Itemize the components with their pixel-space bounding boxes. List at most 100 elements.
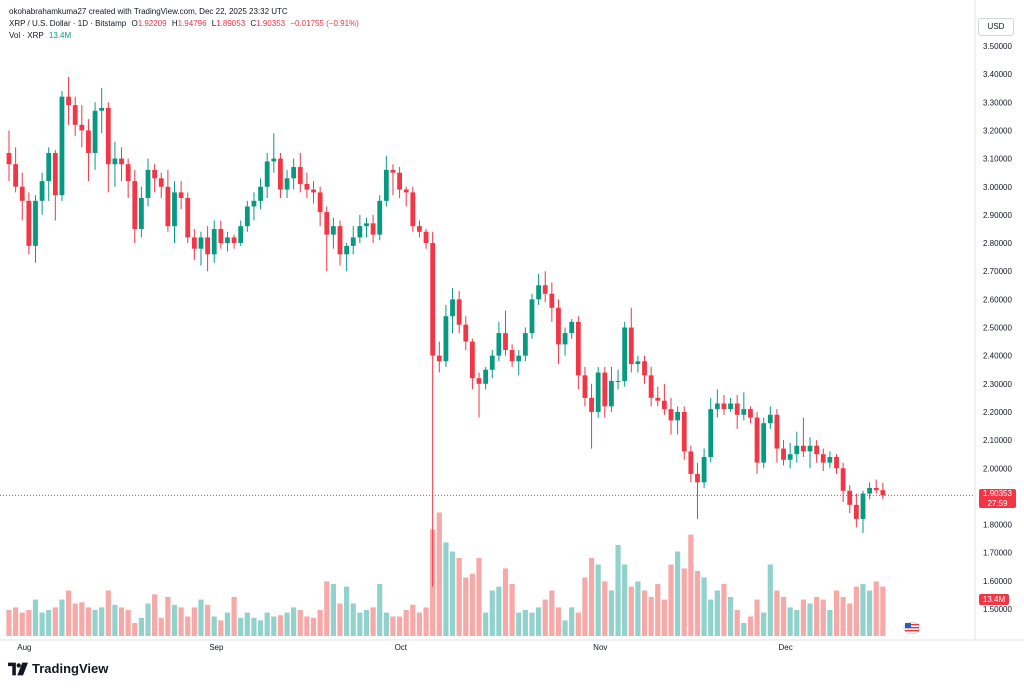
volume-bar	[575, 612, 581, 636]
candle	[238, 220, 244, 246]
candle	[589, 383, 594, 449]
candle	[774, 409, 780, 463]
volume-bar	[522, 610, 528, 636]
tradingview-logo[interactable]: TradingView	[8, 661, 108, 676]
candle-body	[827, 456, 833, 463]
candle	[708, 397, 714, 463]
candle-body	[132, 181, 138, 229]
time-axis[interactable]: Aug Sep Oct Nov Dec	[17, 643, 793, 652]
candle-body	[172, 192, 177, 227]
volume-bar	[324, 581, 330, 636]
candle-body	[119, 158, 124, 165]
candle	[26, 192, 32, 255]
candle	[787, 442, 793, 469]
x-tick-label: Sep	[209, 643, 224, 652]
candle	[99, 88, 105, 134]
volume-label[interactable]: Vol · XRP	[9, 31, 44, 40]
volume-bar	[761, 612, 767, 636]
candle	[205, 226, 210, 272]
candle-body	[761, 423, 767, 463]
candle-body	[377, 200, 383, 235]
candle	[827, 451, 833, 469]
volume-bar	[641, 590, 648, 636]
candle-body	[423, 231, 429, 244]
candle	[509, 344, 515, 367]
volume-bar	[105, 590, 111, 636]
candle	[867, 482, 872, 500]
candle	[483, 366, 489, 390]
price-axis[interactable]: 3.50000 3.40000 3.30000 3.20000 3.10000 3.000…	[983, 42, 1012, 614]
volume-bar	[370, 607, 376, 636]
candle	[661, 383, 667, 415]
candle-body	[191, 237, 197, 249]
volume-bar	[867, 590, 873, 636]
volume-bar	[608, 590, 615, 636]
currency-button[interactable]: USD	[978, 18, 1014, 36]
candle-body	[26, 200, 32, 246]
candle	[675, 406, 681, 435]
candle-body	[668, 409, 674, 421]
volume-bar	[860, 584, 866, 636]
candle-body	[615, 380, 621, 382]
volume-bar	[251, 617, 257, 636]
tradingview-logo-icon	[8, 662, 28, 675]
volume-bar	[291, 607, 297, 636]
volume-bar	[198, 599, 204, 636]
volume-bar	[59, 599, 65, 636]
candle	[476, 372, 482, 418]
candle-body	[152, 169, 158, 179]
candle	[344, 243, 350, 272]
volume-bar	[185, 616, 191, 636]
candle	[19, 172, 25, 221]
candle-body	[218, 228, 224, 244]
candle	[165, 169, 171, 232]
us-flag-icon	[903, 622, 921, 634]
candle	[681, 406, 687, 460]
candle	[430, 231, 436, 587]
candle-body	[509, 350, 515, 362]
volume-bar	[317, 610, 323, 636]
candle	[781, 440, 786, 466]
candle-body	[781, 448, 786, 460]
volume-bar	[257, 620, 264, 636]
volume-bar	[330, 584, 336, 636]
volume-bar	[132, 623, 138, 636]
candle-body	[873, 487, 879, 491]
candle	[542, 271, 548, 303]
candle-body	[470, 341, 475, 379]
candle	[714, 389, 720, 418]
candle-body	[324, 212, 330, 235]
candle	[642, 355, 647, 384]
candle	[728, 397, 733, 412]
candle	[297, 152, 303, 193]
volume-bar	[774, 590, 780, 636]
candle	[72, 96, 78, 137]
volume-bar	[727, 597, 734, 636]
candle	[847, 485, 853, 514]
volume-bar	[145, 603, 151, 636]
candle	[112, 141, 118, 187]
candle-body	[211, 228, 217, 255]
candle	[158, 172, 164, 199]
candle-body	[807, 445, 813, 452]
candle	[311, 181, 316, 204]
candle-body	[13, 164, 19, 187]
y-tick-label: 2.60000	[983, 295, 1012, 304]
volume-bar	[32, 599, 39, 636]
candle	[218, 220, 224, 249]
symbol-title[interactable]: XRP / U.S. Dollar · 1D · Bitstamp	[9, 19, 127, 28]
volume-bar	[483, 612, 489, 636]
candle	[595, 366, 601, 418]
candle-body	[847, 490, 853, 505]
candle-body	[284, 178, 290, 190]
volume-bar	[6, 610, 12, 636]
x-tick-label: Dec	[779, 643, 793, 652]
ohlc-close-label: C	[250, 19, 257, 28]
candle	[761, 417, 767, 469]
candle	[814, 440, 820, 463]
y-tick-label: 2.50000	[983, 324, 1012, 333]
candle	[489, 350, 495, 379]
x-tick-label: Oct	[395, 643, 408, 652]
candle-body	[139, 198, 144, 229]
